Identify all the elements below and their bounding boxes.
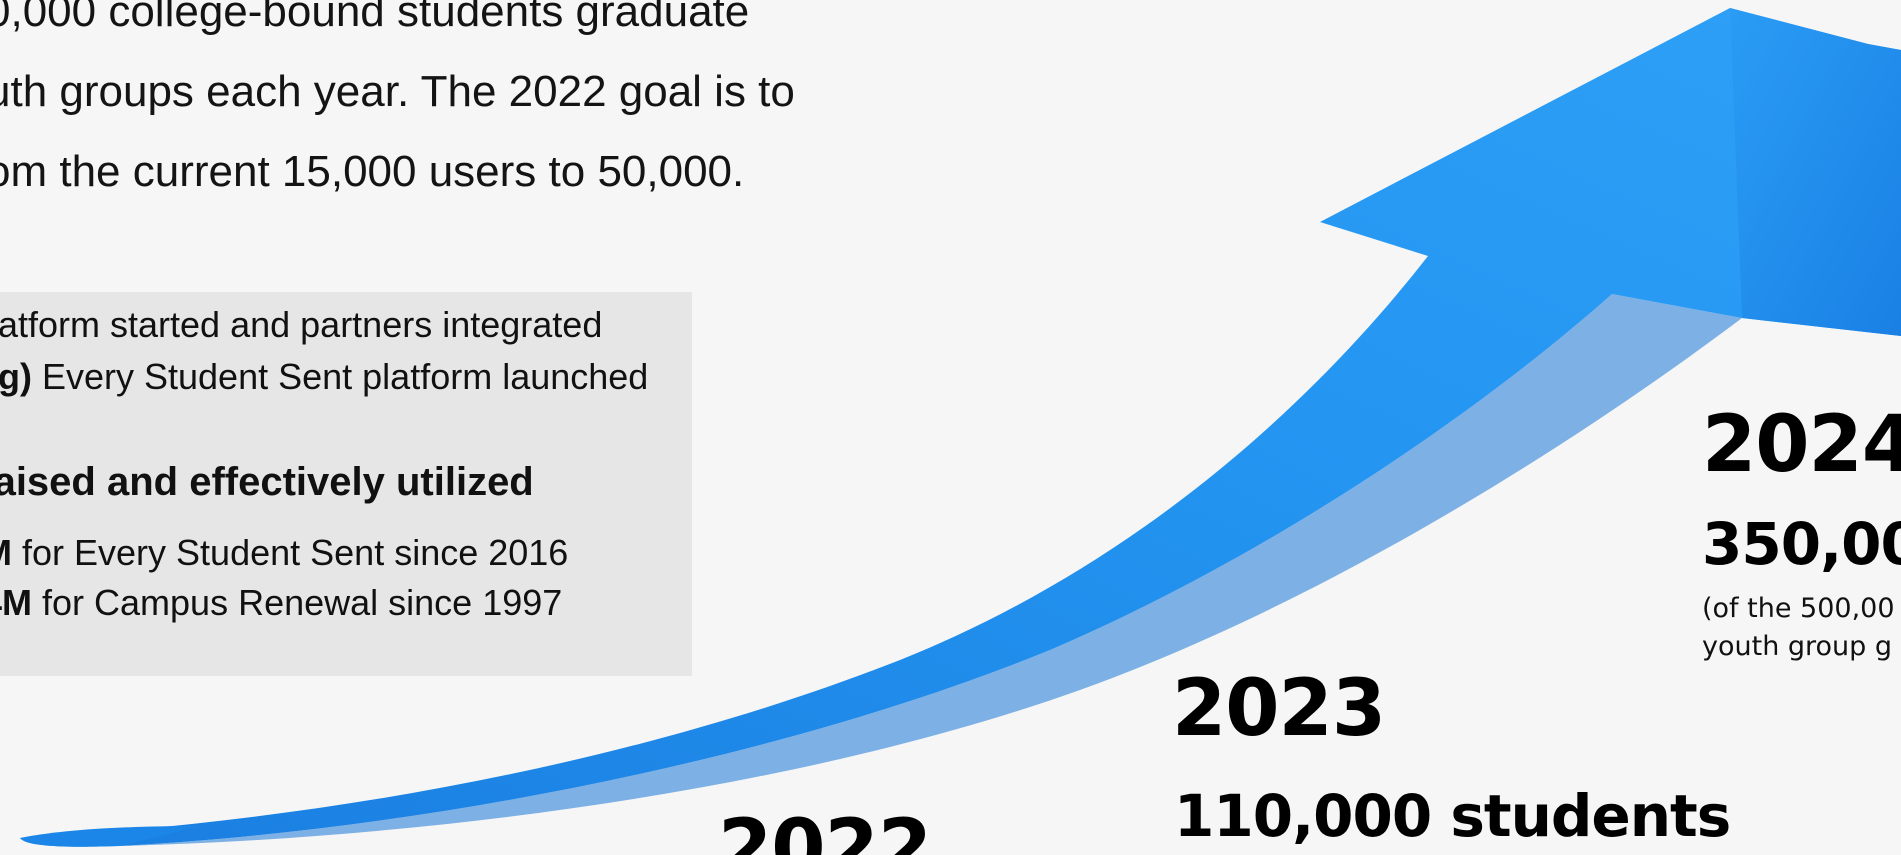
info-line-campus-renewal: 4M for Campus Renewal since 1997 xyxy=(0,582,562,624)
milestone-2024-note: (of the 500,00 youth group g xyxy=(1702,590,1895,666)
arrow-body xyxy=(20,8,1901,847)
arrow-head-side xyxy=(1730,8,1901,336)
intro-line-3: om the current 15,000 users to 50,000. xyxy=(0,147,745,196)
intro-paragraph: 0,000 college-bound students graduate ut… xyxy=(0,0,806,212)
info-box: latform started and partners integrated … xyxy=(0,292,692,676)
milestone-2023-count: 110,000 students xyxy=(1174,782,1731,850)
milestone-2022-year: 2022 xyxy=(718,804,932,855)
info-heading-funds: raised and effectively utilized xyxy=(0,460,534,504)
info-line-4-text: for Campus Renewal since 1997 xyxy=(32,582,563,623)
milestone-2024-note-line-1: (of the 500,00 xyxy=(1702,593,1895,624)
info-line-platform-launched: ng) Every Student Sent platform launched xyxy=(0,356,648,398)
info-line-3-text: for Every Student Sent since 2016 xyxy=(12,532,569,573)
intro-line-2: uth groups each year. The 2022 goal is t… xyxy=(0,67,795,116)
arrow-underside xyxy=(120,294,1742,846)
arrow-tail xyxy=(20,826,200,847)
intro-line-1: 0,000 college-bound students graduate xyxy=(0,0,750,36)
milestone-2024-year: 2024 xyxy=(1702,400,1901,490)
info-line-every-student-sent: M for Every Student Sent since 2016 xyxy=(0,532,568,574)
milestone-2024-count: 350,00 xyxy=(1702,510,1901,578)
info-line-4-bold: 4M xyxy=(0,582,33,623)
info-line-2-bold: ng) xyxy=(0,356,32,397)
milestone-2023-year: 2023 xyxy=(1172,664,1386,754)
milestone-2024-note-line-2: youth group g xyxy=(1702,631,1893,662)
info-line-2-text: Every Student Sent platform launched xyxy=(31,356,649,397)
info-line-platform-started: latform started and partners integrated xyxy=(0,304,603,345)
info-line-3-bold: M xyxy=(0,532,12,573)
